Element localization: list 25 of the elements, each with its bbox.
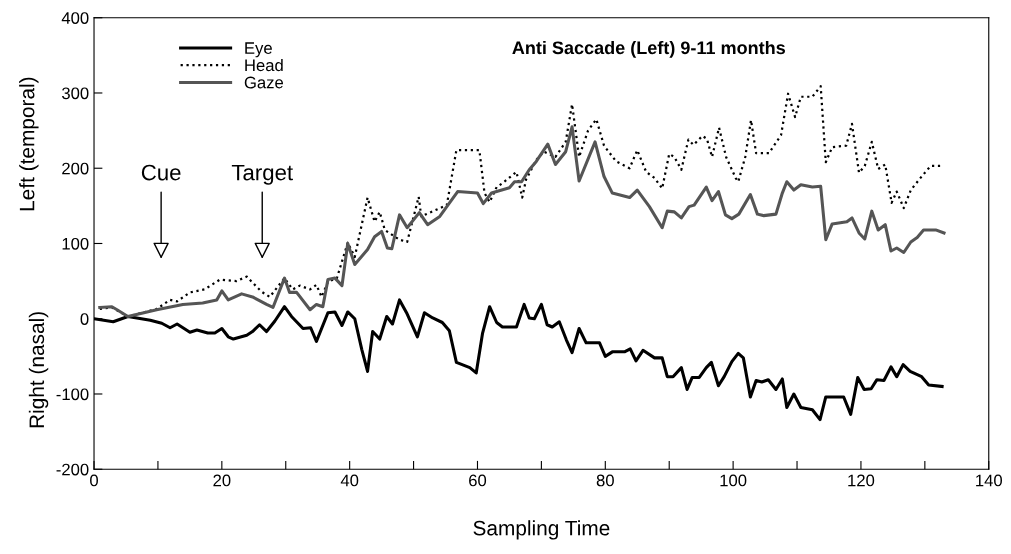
x-axis-title: Sampling Time	[473, 520, 610, 540]
x-tick-label: 0	[90, 474, 99, 487]
line-series	[98, 125, 946, 319]
x-tick-label: 120	[848, 474, 875, 487]
text: Right (nasal)	[28, 312, 49, 428]
y-tick-label: 300	[61, 87, 89, 100]
x-tick-label: 140	[976, 474, 1003, 487]
x-tick-label: 20	[213, 474, 231, 487]
text: Anti Saccade (Left) 9-11 months	[512, 40, 785, 58]
legend-label: Head	[245, 58, 283, 72]
legend-label: Gaze	[244, 76, 284, 89]
annotation: Cue	[141, 164, 181, 181]
x-tick-label: 80	[596, 474, 614, 487]
x-tick-label: 60	[469, 474, 487, 487]
x-tick-label: 100	[720, 474, 747, 487]
y-axis-title: Left (temporal)	[19, 77, 39, 211]
legend-label: Eye	[245, 42, 272, 58]
annotation: Target	[231, 164, 293, 185]
y-tick-label: 0	[80, 313, 89, 325]
y-tick-label: 100	[62, 237, 89, 250]
y-tick-label: -200	[56, 463, 89, 476]
y-tick-label: 400	[61, 12, 89, 24]
y-tick-label: -100	[56, 388, 89, 401]
y-tick-label: 200	[62, 162, 89, 175]
x-tick-label: 40	[340, 474, 359, 487]
